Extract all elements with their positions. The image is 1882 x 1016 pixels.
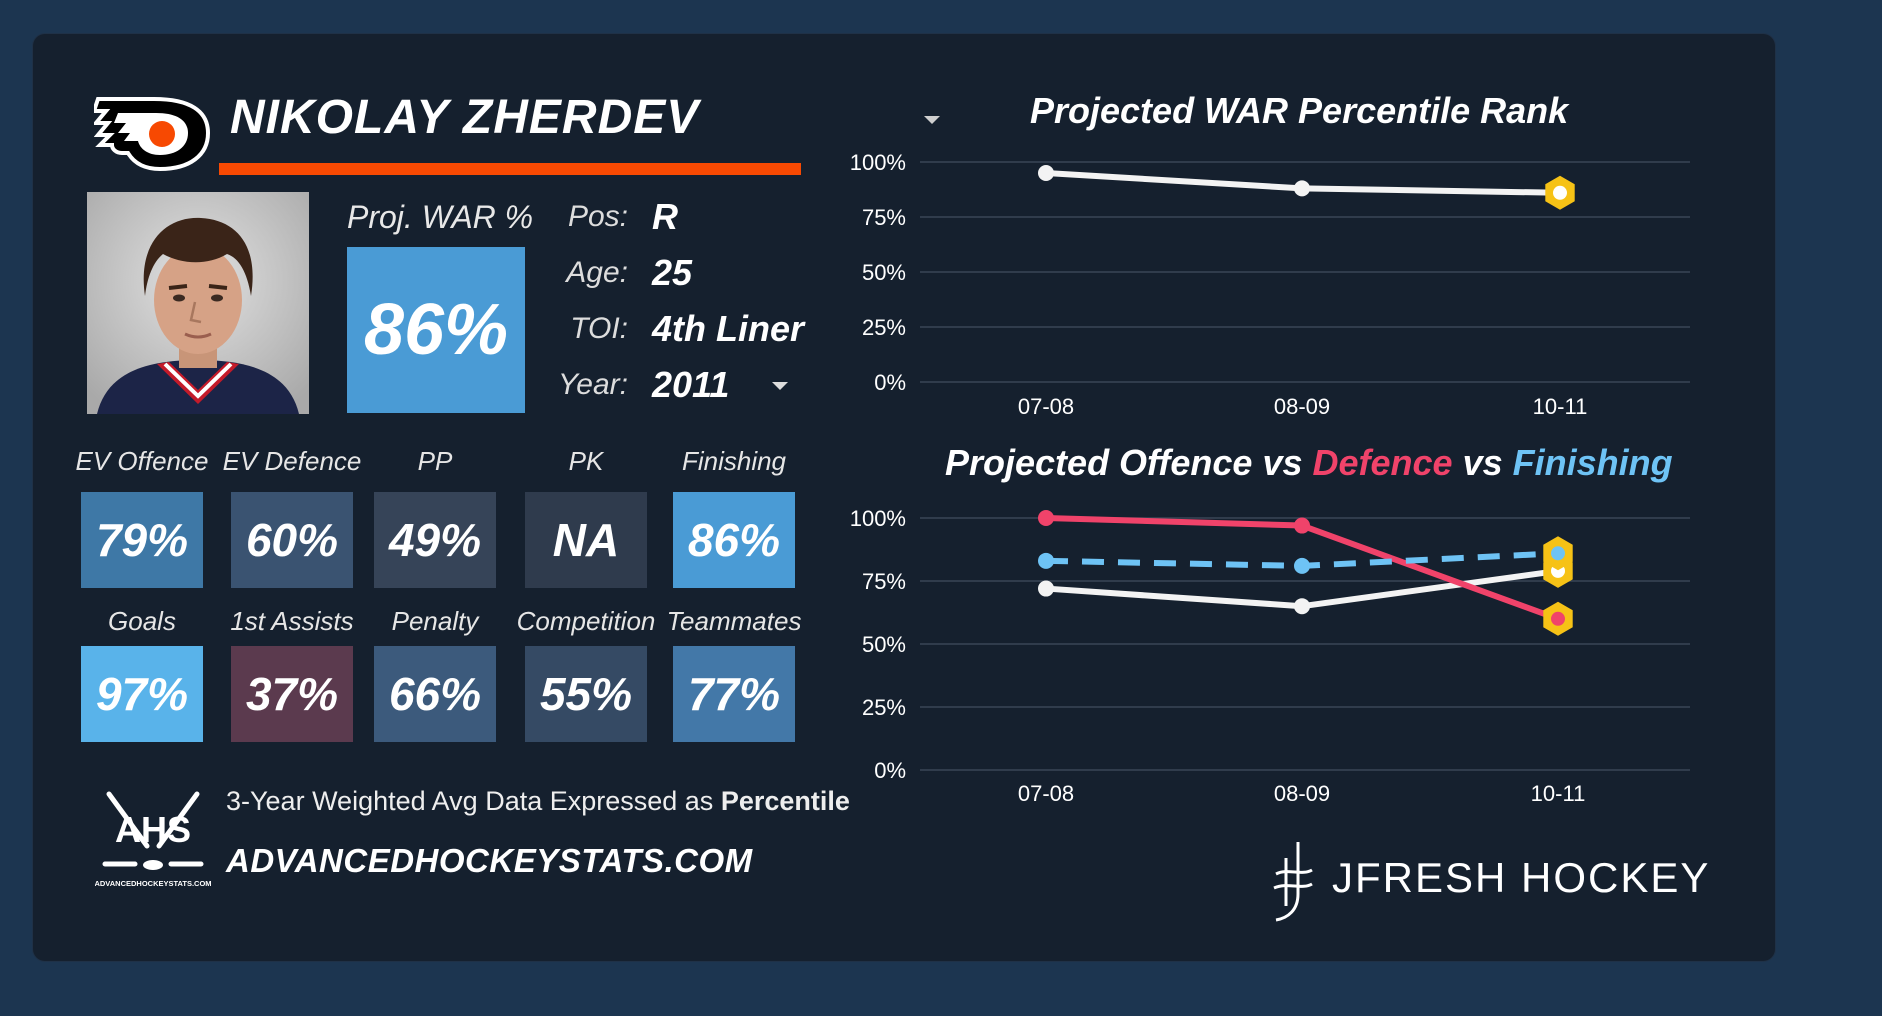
- stat-label-ev-offence: EV Offence: [75, 446, 209, 476]
- toi-label: TOI:: [570, 312, 628, 345]
- y-tick-label: 100%: [850, 506, 906, 531]
- player-photo: [87, 192, 309, 414]
- data-point: [1294, 557, 1310, 574]
- stat-value: 86%: [687, 514, 781, 566]
- jfresh-hockey-brand: JFRESH HOCKEY: [1332, 854, 1711, 901]
- svg-text:ADVANCEDHOCKEYSTATS.COM: ADVANCEDHOCKEYSTATS.COM: [95, 879, 211, 888]
- stat-label-finishing: Finishing: [681, 446, 787, 476]
- y-tick-label: 50%: [862, 632, 906, 657]
- stat-value: 77%: [687, 668, 781, 720]
- data-point: [1294, 180, 1310, 197]
- x-tick-label: 08-09: [1274, 781, 1330, 804]
- stat-label-competition: Competition: [516, 606, 656, 636]
- data-point: [1038, 580, 1054, 597]
- war-percentile-chart: 0% 25% 50% 75% 100% 07-08 08-09 10-11: [850, 150, 1690, 419]
- stat-box-pp: 49%: [374, 492, 496, 588]
- x-tick-label: 08-09: [1274, 394, 1330, 419]
- stat-label-goals: Goals: [108, 606, 176, 636]
- data-point: [1551, 611, 1565, 626]
- proj-war-label: Proj. WAR %: [347, 199, 534, 235]
- stat-label-teammates: Teammates: [666, 606, 802, 636]
- data-point: [1038, 165, 1054, 181]
- stat-value: 97%: [95, 668, 189, 720]
- data-point: [1553, 185, 1567, 200]
- stat-label-penalty: Penalty: [391, 606, 479, 636]
- x-tick-label: 10-11: [1531, 781, 1586, 804]
- stat-value: 49%: [388, 514, 482, 566]
- stat-label-pk: PK: [568, 446, 604, 476]
- stat-box-ev-offence: 79%: [81, 492, 203, 588]
- stat-label-1st-assists: 1st Assists: [230, 606, 354, 636]
- flyers-logo-icon: [94, 97, 210, 172]
- stat-box-teammates: 77%: [673, 646, 795, 742]
- stat-value: 79%: [95, 514, 189, 566]
- stat-value: 60%: [245, 514, 339, 566]
- data-point: [1038, 552, 1054, 569]
- jfresh-logo-icon: [1273, 842, 1313, 922]
- offence-defence-finishing-chart: 0% 25% 50% 75% 100% 07-08 08-09 10-11: [850, 506, 1690, 804]
- war-chart-title: Projected WAR Percentile Rank: [1030, 90, 1569, 131]
- data-point: [1294, 598, 1310, 615]
- x-tick-label: 07-08: [1018, 781, 1074, 804]
- y-tick-label: 75%: [862, 205, 906, 230]
- stat-box-goals: 97%: [81, 646, 203, 742]
- site-link[interactable]: ADVANCEDHOCKEYSTATS.COM: [226, 842, 753, 879]
- data-note: 3-Year Weighted Avg Data Expressed as Pe…: [226, 786, 850, 816]
- player-name: NIKOLAY ZHERDEV: [230, 91, 700, 144]
- data-point: [1294, 517, 1310, 534]
- y-tick-label: 75%: [862, 569, 906, 594]
- y-tick-label: 0%: [874, 370, 906, 395]
- age-label: Age:: [566, 256, 628, 289]
- ovd-chart-title: Projected Offence vs Defence vs Finishin…: [945, 442, 1673, 483]
- proj-war-box: 86%: [347, 247, 525, 413]
- chart-dropdown-chevron-icon[interactable]: [924, 116, 940, 124]
- y-tick-label: 25%: [862, 695, 906, 720]
- stat-box-competition: 55%: [525, 646, 647, 742]
- year-select[interactable]: 2011: [652, 364, 730, 405]
- stat-value: 37%: [245, 668, 339, 720]
- y-tick-label: 100%: [850, 150, 906, 175]
- data-point: [1038, 510, 1054, 526]
- stat-value: 55%: [539, 668, 633, 720]
- year-label: Year:: [557, 368, 628, 401]
- year-dropdown-chevron-icon[interactable]: [772, 382, 788, 390]
- y-tick-label: 50%: [862, 260, 906, 285]
- name-underline: [219, 163, 801, 175]
- stat-value: NA: [552, 514, 620, 566]
- stat-box-penalty: 66%: [374, 646, 496, 742]
- stat-box-1st-assists: 37%: [231, 646, 353, 742]
- stat-value: 66%: [388, 668, 482, 720]
- stat-box-pk: NA: [525, 492, 647, 588]
- proj-war-value: 86%: [363, 290, 509, 370]
- data-point: [1551, 546, 1565, 561]
- ahs-logo-icon: AHS ADVANCEDHOCKEYSTATS.COM: [95, 791, 211, 888]
- y-tick-label: 0%: [874, 758, 906, 783]
- stat-label-pp: PP: [417, 446, 453, 476]
- pos-label: Pos:: [567, 200, 628, 233]
- y-tick-label: 25%: [862, 315, 906, 340]
- toi-value: 4th Liner: [652, 308, 805, 349]
- age-value: 25: [652, 252, 693, 293]
- pos-value: R: [652, 196, 678, 237]
- stat-label-ev-defence: EV Defence: [222, 446, 362, 476]
- x-tick-label: 07-08: [1018, 394, 1074, 419]
- stat-box-finishing: 86%: [673, 492, 795, 588]
- svg-text:AHS: AHS: [115, 809, 191, 850]
- stat-box-ev-defence: 60%: [231, 492, 353, 588]
- x-tick-label: 10-11: [1533, 394, 1588, 419]
